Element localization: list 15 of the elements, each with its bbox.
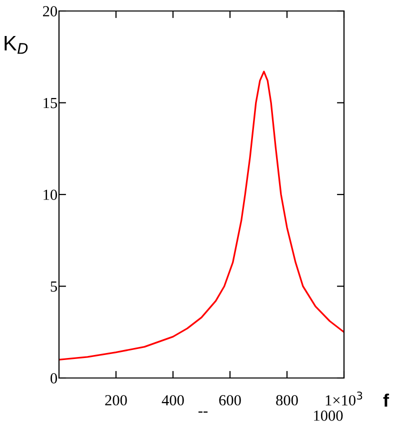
y-axis-title: K$_{D}$ — [4, 36, 28, 54]
x-tick-label: 200 — [105, 395, 127, 406]
y-tick-label: 15 — [44, 98, 58, 108]
line-series — [59, 70, 344, 360]
x-tick-label: 800 — [276, 395, 298, 406]
x-tick-label: 400 — [162, 395, 184, 406]
x-axis-title: f — [383, 394, 390, 407]
y-tick-label: 10 — [44, 190, 58, 200]
y-tick-label: 20 — [43, 6, 58, 16]
text: -- — [198, 412, 208, 413]
x-tick-label: 600 — [219, 395, 241, 406]
text: 1000 — [314, 410, 343, 421]
x-tick-label: 1×10$^{3}$ — [326, 392, 362, 406]
y-tick-label: 5 — [50, 282, 58, 292]
y-tick-label: 0 — [50, 373, 58, 384]
